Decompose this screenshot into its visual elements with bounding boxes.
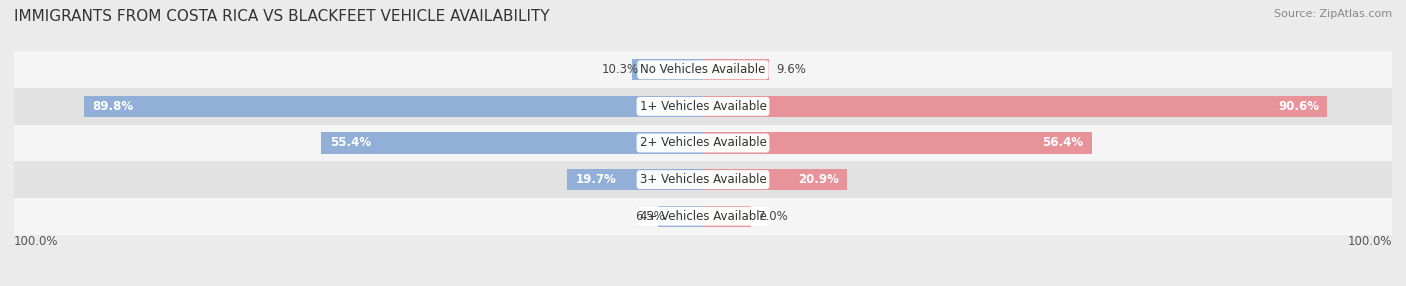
Text: IMMIGRANTS FROM COSTA RICA VS BLACKFEET VEHICLE AVAILABILITY: IMMIGRANTS FROM COSTA RICA VS BLACKFEET …	[14, 9, 550, 23]
Bar	[703, 96, 1327, 117]
Bar	[703, 59, 769, 80]
Bar	[658, 206, 703, 227]
Text: 100.0%: 100.0%	[14, 235, 59, 247]
Bar	[703, 206, 751, 227]
Bar	[14, 125, 1392, 161]
Text: 4+ Vehicles Available: 4+ Vehicles Available	[640, 210, 766, 223]
Text: 19.7%: 19.7%	[575, 173, 616, 186]
Bar	[703, 132, 1091, 154]
Text: 10.3%: 10.3%	[602, 63, 638, 76]
Text: 56.4%: 56.4%	[1042, 136, 1083, 150]
Text: 20.9%: 20.9%	[797, 173, 839, 186]
Bar	[14, 161, 1392, 198]
Text: 7.0%: 7.0%	[758, 210, 787, 223]
Text: 9.6%: 9.6%	[776, 63, 806, 76]
Text: 55.4%: 55.4%	[329, 136, 371, 150]
Bar	[633, 59, 703, 80]
Text: 90.6%: 90.6%	[1278, 100, 1319, 113]
Text: 1+ Vehicles Available: 1+ Vehicles Available	[640, 100, 766, 113]
Bar	[567, 169, 703, 190]
Bar	[322, 132, 703, 154]
Bar	[14, 51, 1392, 88]
Text: 3+ Vehicles Available: 3+ Vehicles Available	[640, 173, 766, 186]
Bar	[14, 88, 1392, 125]
Text: No Vehicles Available: No Vehicles Available	[640, 63, 766, 76]
Bar	[84, 96, 703, 117]
Bar	[14, 198, 1392, 235]
Text: 89.8%: 89.8%	[93, 100, 134, 113]
Text: 6.5%: 6.5%	[636, 210, 665, 223]
Bar	[703, 169, 846, 190]
Text: Source: ZipAtlas.com: Source: ZipAtlas.com	[1274, 9, 1392, 19]
Text: 2+ Vehicles Available: 2+ Vehicles Available	[640, 136, 766, 150]
Text: 100.0%: 100.0%	[1347, 235, 1392, 247]
